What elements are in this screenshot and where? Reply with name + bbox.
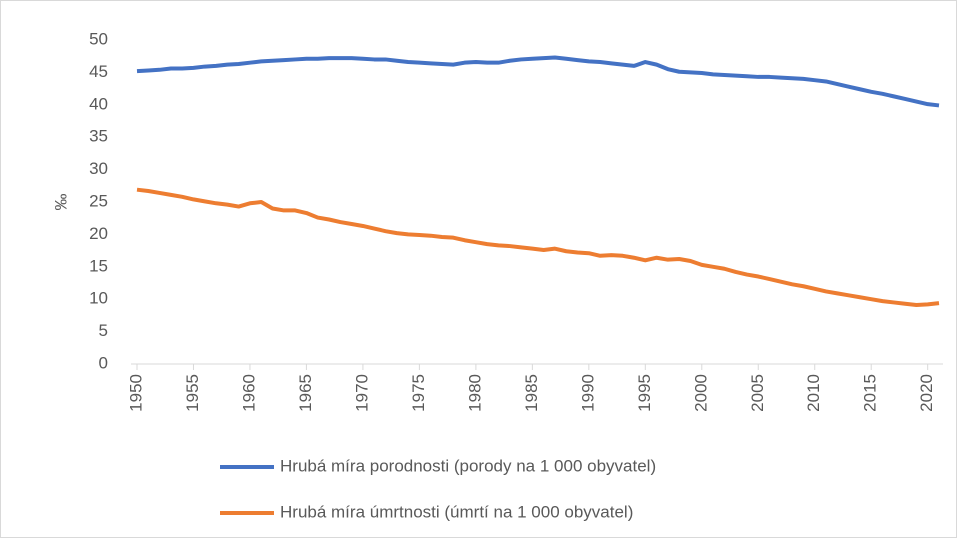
y-tick-label: 20 bbox=[89, 224, 108, 243]
x-tick-label: 2005 bbox=[748, 374, 767, 412]
y-tick-label: 15 bbox=[89, 256, 108, 275]
y-tick-label: 50 bbox=[89, 29, 108, 48]
x-tick-label: 1965 bbox=[296, 374, 315, 412]
y-tick-label: 35 bbox=[89, 127, 108, 146]
x-tick-label: 1950 bbox=[126, 374, 145, 412]
y-tick-label: 40 bbox=[89, 94, 108, 113]
y-tick-label: 25 bbox=[89, 191, 108, 210]
x-tick-label: 1980 bbox=[465, 374, 484, 412]
x-tick-label: 1960 bbox=[239, 374, 258, 412]
legend-label: Hrubá míra úmrtnosti (úmrtí na 1 000 oby… bbox=[280, 502, 633, 521]
x-tick-label: 1970 bbox=[352, 374, 371, 412]
y-tick-label: 45 bbox=[89, 62, 108, 81]
x-tick-label: 2015 bbox=[861, 374, 880, 412]
y-tick-label: 30 bbox=[89, 159, 108, 178]
y-tick-label: 10 bbox=[89, 289, 108, 308]
x-tick-label: 1975 bbox=[409, 374, 428, 412]
x-tick-label: 1955 bbox=[183, 374, 202, 412]
y-tick-label: 5 bbox=[99, 321, 108, 340]
y-tick-label: 0 bbox=[99, 353, 108, 372]
y-axis-label: ‰ bbox=[51, 194, 70, 211]
series-line bbox=[136, 55, 940, 108]
x-tick-label: 1995 bbox=[635, 374, 654, 412]
x-tick-label: 1990 bbox=[578, 374, 597, 412]
x-tick-label: 2020 bbox=[917, 374, 936, 412]
x-tick-label: 1985 bbox=[522, 374, 541, 412]
x-tick-label: 2010 bbox=[804, 374, 823, 412]
x-tick-label: 2000 bbox=[691, 374, 710, 412]
legend-label: Hrubá míra porodnosti (porody na 1 000 o… bbox=[280, 456, 656, 475]
series-line bbox=[136, 187, 940, 308]
